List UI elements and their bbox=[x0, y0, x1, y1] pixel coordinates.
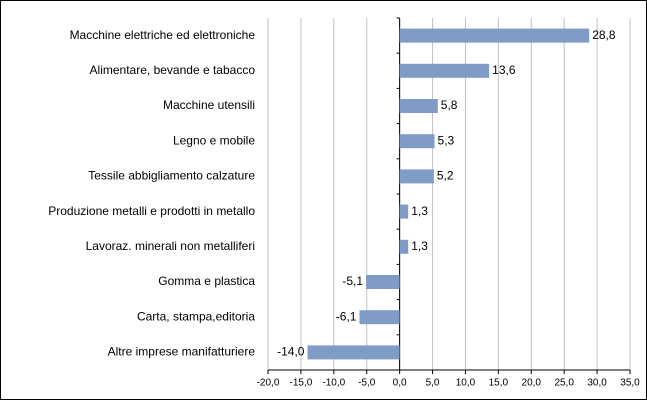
y-tick-label: Tessile abbigliamento calzature bbox=[88, 169, 255, 183]
x-tick-label: 35,0 bbox=[620, 378, 640, 389]
x-tick-label: -5,0 bbox=[358, 378, 376, 389]
x-tick-label: 15,0 bbox=[489, 378, 509, 389]
bar bbox=[307, 345, 400, 360]
data-label: 1,3 bbox=[411, 239, 428, 253]
data-label: -5,1 bbox=[342, 274, 363, 288]
data-label: 28,8 bbox=[592, 28, 616, 42]
y-tick-label: Carta, stampa,editoria bbox=[137, 309, 255, 323]
x-tick-label: 30,0 bbox=[587, 378, 607, 389]
data-label: -14,0 bbox=[277, 345, 305, 359]
data-label: 5,2 bbox=[437, 169, 454, 183]
y-tick-label: Alimentare, bevande e tabacco bbox=[90, 63, 256, 77]
x-tick-label: 10,0 bbox=[456, 378, 476, 389]
y-tick-label: Legno e mobile bbox=[173, 133, 255, 147]
x-tick-label: -10,0 bbox=[322, 378, 345, 389]
y-tick-label: Macchine elettriche ed elettroniche bbox=[70, 28, 256, 42]
data-label: 5,3 bbox=[438, 133, 455, 147]
x-tick-label: 5,0 bbox=[426, 378, 440, 389]
y-tick-label: Altre imprese manifatturiere bbox=[108, 345, 256, 359]
bar bbox=[399, 28, 590, 43]
y-tick-label: Macchine utensili bbox=[163, 98, 255, 112]
bar bbox=[399, 239, 409, 254]
x-tick-label: -20,0 bbox=[257, 378, 280, 389]
bar bbox=[366, 275, 400, 289]
x-tick-label: 20,0 bbox=[522, 378, 542, 389]
data-label: -6,1 bbox=[336, 309, 357, 323]
data-label: 13,6 bbox=[492, 63, 516, 77]
bar bbox=[399, 204, 409, 219]
bar bbox=[359, 310, 400, 325]
x-tick-label: 25,0 bbox=[554, 378, 574, 389]
y-tick-label: Produzione metalli e prodotti in metallo bbox=[48, 204, 255, 218]
y-tick-label: Lavoraz. minerali non metalliferi bbox=[86, 239, 255, 253]
bar bbox=[399, 63, 490, 78]
bar bbox=[399, 134, 435, 149]
data-label: 1,3 bbox=[411, 204, 428, 218]
bar bbox=[399, 99, 438, 113]
x-tick-label: -15,0 bbox=[290, 378, 313, 389]
bar bbox=[399, 169, 434, 184]
y-tick-label: Gomma e plastica bbox=[158, 274, 255, 288]
data-label: 5,8 bbox=[441, 98, 458, 112]
x-tick-label: 0,0 bbox=[393, 378, 407, 389]
